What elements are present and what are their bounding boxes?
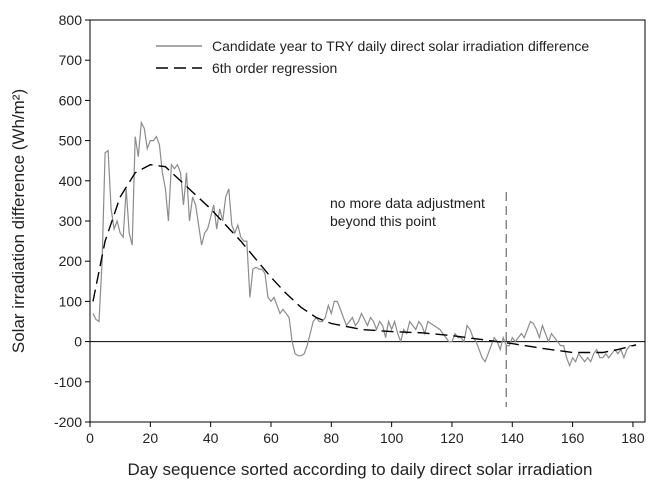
series-line xyxy=(92,120,636,368)
x-axis-label: Day sequence sorted according to daily d… xyxy=(128,460,593,479)
annotation: beyond this point xyxy=(330,213,436,229)
x-tick-label: 160 xyxy=(561,430,585,446)
x-tick-label: 180 xyxy=(621,430,645,446)
x-tick-label: 100 xyxy=(380,430,404,446)
x-tick-label: 140 xyxy=(501,430,525,446)
x-tick-label: 120 xyxy=(440,430,464,446)
legend-label: 6th order regression xyxy=(212,60,337,76)
y-tick-label: -100 xyxy=(54,374,82,390)
y-tick-label: 800 xyxy=(59,12,83,28)
y-tick-label: 600 xyxy=(59,92,83,108)
x-tick-label: 0 xyxy=(86,430,94,446)
y-tick-label: 0 xyxy=(74,334,82,350)
series-line xyxy=(92,163,637,354)
x-tick-label: 80 xyxy=(324,430,340,446)
y-tick-label: 100 xyxy=(59,293,83,309)
y-tick-label: 400 xyxy=(59,173,83,189)
x-tick-label: 20 xyxy=(143,430,159,446)
x-tick-label: 40 xyxy=(203,430,219,446)
y-tick-label: 700 xyxy=(59,52,83,68)
x-tick-label: 60 xyxy=(263,430,279,446)
legend-label: Candidate year to TRY daily direct solar… xyxy=(212,38,589,54)
y-tick-label: 300 xyxy=(59,213,83,229)
y-axis-label: Solar irradiation difference (Wh/m²) xyxy=(9,89,28,353)
y-tick-label: 200 xyxy=(59,253,83,269)
y-tick-label: 500 xyxy=(59,133,83,149)
annotation: no more data adjustment xyxy=(330,195,485,211)
y-tick-label: -200 xyxy=(54,414,82,430)
